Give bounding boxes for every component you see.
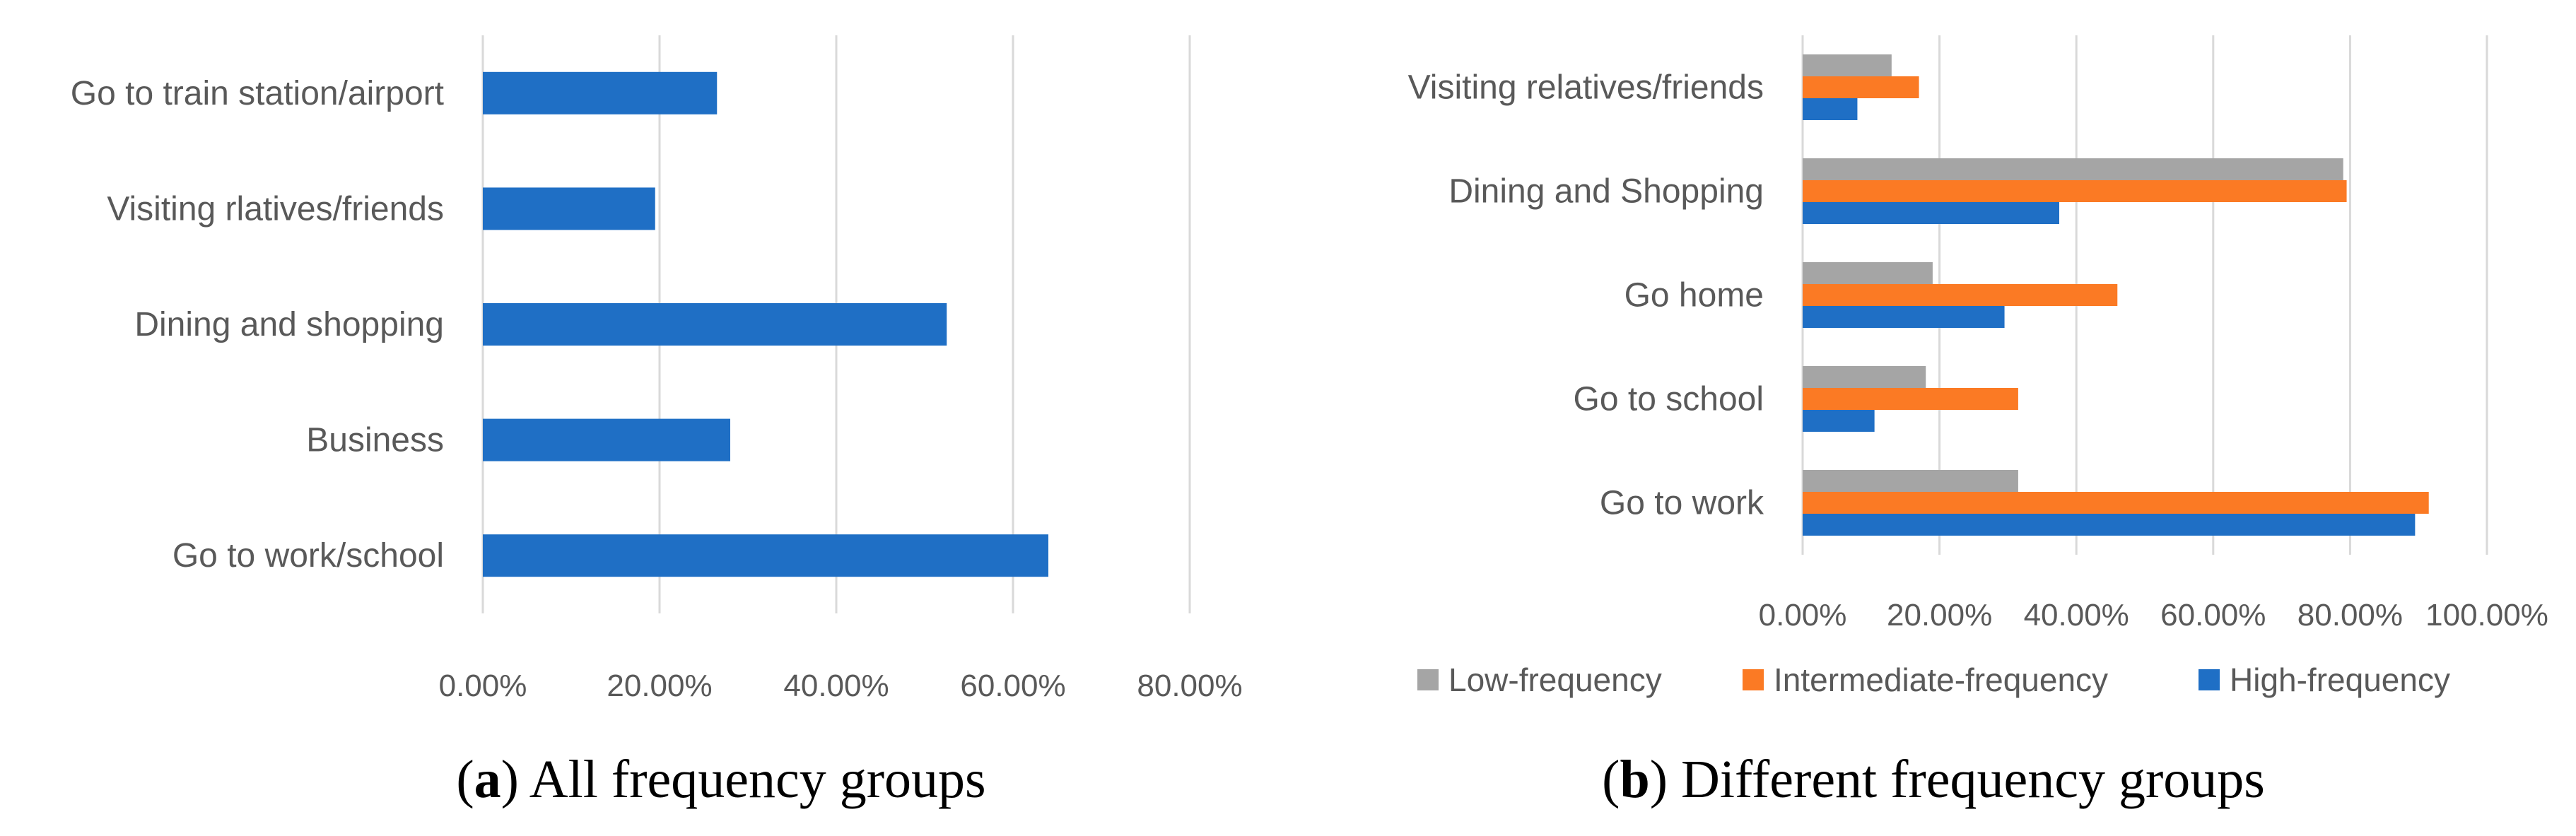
chart-a-bar — [483, 534, 1048, 577]
legend-label: Low-frequency — [1448, 661, 1662, 698]
chart-b-bar — [1803, 306, 2005, 328]
caption-a-letter: a — [474, 750, 501, 809]
chart-b-bar — [1803, 366, 1926, 388]
caption-b-text: Different frequency groups — [1681, 750, 2265, 809]
chart-b-x-tick-label: 20.00% — [1887, 598, 1992, 632]
chart-a-bar — [483, 418, 730, 461]
chart-b-bar — [1803, 158, 2343, 180]
legend-swatch — [2199, 669, 2220, 690]
chart-a-category-label: Business — [306, 422, 444, 459]
chart-b-bar — [1803, 262, 1933, 284]
chart-b-bar — [1803, 180, 2347, 202]
chart-b-category-label: Go home — [1624, 277, 1764, 314]
legend-swatch — [1743, 669, 1764, 690]
chart-a-x-tick-label: 80.00% — [1137, 669, 1242, 703]
chart-b-bar — [1803, 76, 1919, 98]
legend-label: Intermediate-frequency — [1774, 661, 2108, 698]
chart-b: 0.00% 20.00% 40.00% 60.00% 80.00% 100.00% Visi… — [1408, 35, 2548, 698]
chart-b-x-tick-label: 40.00% — [2024, 598, 2129, 632]
chart-a-category-label: Visiting rlatives/friends — [107, 190, 444, 228]
chart-b-x-tick-label: 0.00% — [1759, 598, 1847, 632]
chart-b-x-tick-label: 100.00% — [2425, 598, 2548, 632]
chart-a-category-label: Go to train station/airport — [71, 75, 444, 112]
chart-b-category-label: Go to work — [1600, 485, 1764, 522]
chart-b-bar — [1803, 54, 1892, 76]
legend-label: High-frequency — [2230, 661, 2450, 698]
chart-b-category-label: Go to school — [1574, 381, 1764, 418]
chart-b-bar — [1803, 388, 2018, 410]
chart-b-category-label: Visiting relatives/friends — [1408, 69, 1764, 107]
chart-a-x-tick-label: 40.00% — [783, 669, 889, 703]
chart-a-bar — [483, 71, 718, 114]
chart-b-category-label: Dining and Shopping — [1448, 173, 1764, 211]
chart-b-bar — [1803, 410, 1875, 432]
chart-b-bar — [1803, 492, 2429, 514]
chart-a-category-label: Dining and shopping — [134, 306, 444, 343]
caption-a-text: All frequency groups — [529, 750, 986, 809]
chart-a-x-tick-label: 0.00% — [439, 669, 527, 703]
chart-a-bar — [483, 187, 655, 230]
chart-b-bar — [1803, 470, 2018, 492]
chart-b-bar — [1803, 514, 2416, 536]
chart-a-x-tick-label: 20.00% — [607, 669, 712, 703]
caption-b-letter: b — [1620, 750, 1649, 809]
chart-a-category-label: Go to work/school — [172, 537, 444, 575]
chart-a: 0.00% 20.00% 40.00% 60.00% 80.00% Go to train… — [71, 35, 1243, 703]
chart-b-bar — [1803, 98, 1858, 120]
caption-a: (a) All frequency groups — [456, 750, 985, 809]
chart-b-bar — [1803, 202, 2059, 224]
legend-swatch — [1417, 669, 1439, 690]
chart-b-x-tick-label: 60.00% — [2160, 598, 2266, 632]
chart-b-bar — [1803, 284, 2118, 306]
chart-a-x-tick-label: 60.00% — [960, 669, 1065, 703]
chart-b-x-tick-label: 80.00% — [2297, 598, 2403, 632]
chart-a-bar — [483, 303, 947, 346]
caption-b: (b) Different frequency groups — [1602, 750, 2265, 809]
